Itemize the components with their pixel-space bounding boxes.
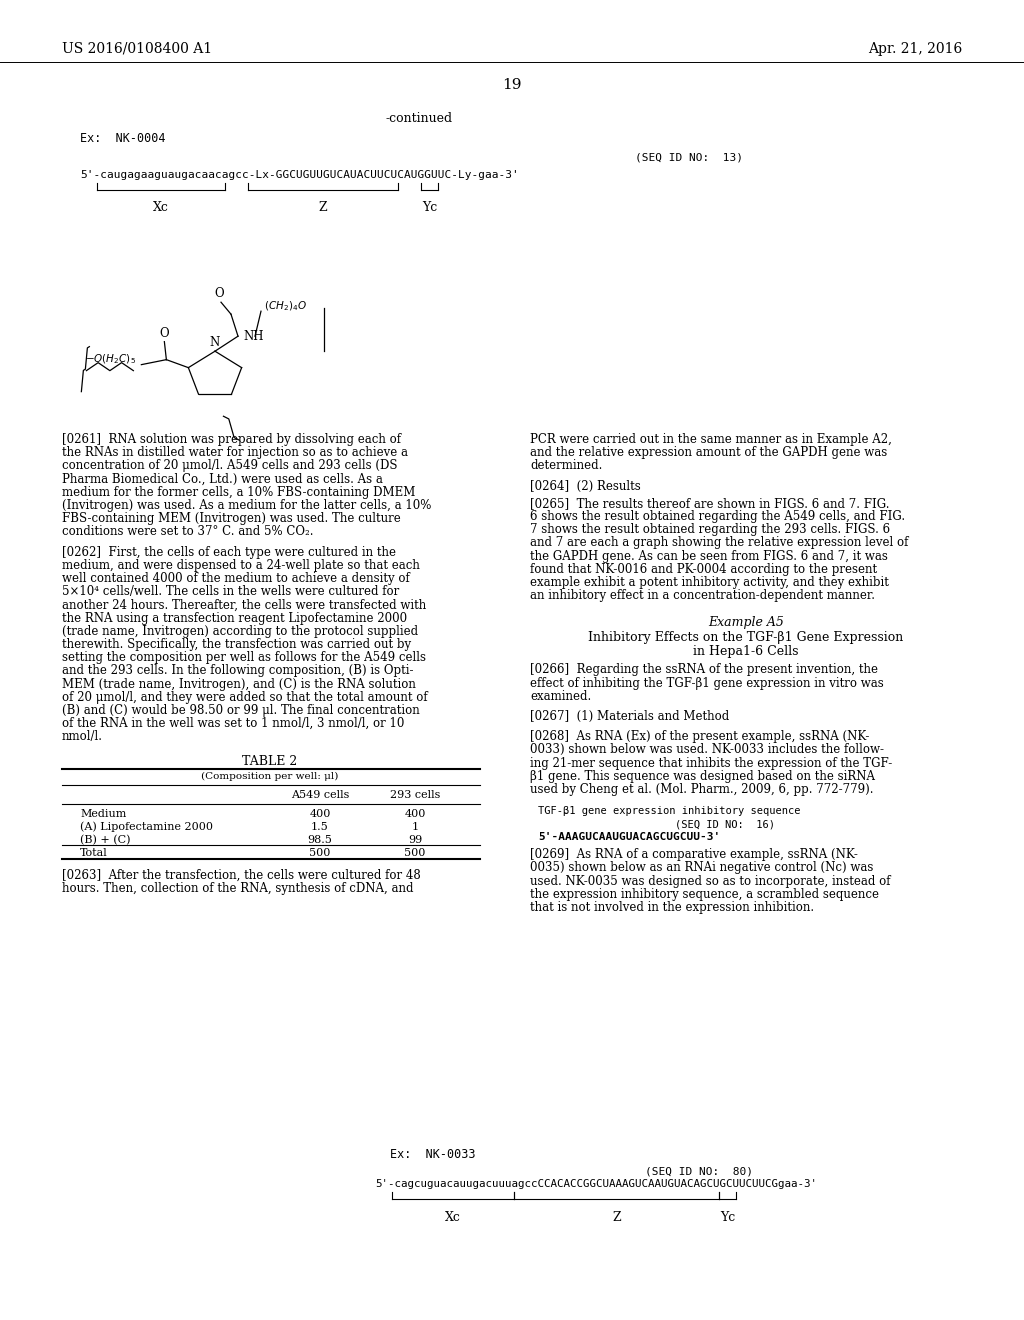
- Text: -continued: -continued: [385, 112, 453, 125]
- Text: 400: 400: [309, 809, 331, 818]
- Text: TGF-β1 gene expression inhibitory sequence: TGF-β1 gene expression inhibitory sequen…: [538, 807, 801, 816]
- Text: (Invitrogen) was used. As a medium for the latter cells, a 10%: (Invitrogen) was used. As a medium for t…: [62, 499, 431, 512]
- Text: $(CH_2)_4O$: $(CH_2)_4O$: [264, 300, 307, 313]
- Text: and the 293 cells. In the following composition, (B) is Opti-: and the 293 cells. In the following comp…: [62, 664, 414, 677]
- Text: 19: 19: [502, 78, 522, 92]
- Text: example exhibit a potent inhibitory activity, and they exhibit: example exhibit a potent inhibitory acti…: [530, 576, 889, 589]
- Text: 1: 1: [412, 821, 419, 832]
- Text: the RNA using a transfection reagent Lipofectamine 2000: the RNA using a transfection reagent Lip…: [62, 611, 408, 624]
- Text: 5'-cagcuguacauugacuuuagccCCACACCGGCUAAAGUCAAUGUACAGCUGCUUCUUCGgaa-3': 5'-cagcuguacauugacuuuagccCCACACCGGCUAAAG…: [375, 1179, 817, 1189]
- Text: Z: Z: [318, 201, 327, 214]
- Text: A549 cells: A549 cells: [291, 789, 349, 800]
- Text: [0268]  As RNA (Ex) of the present example, ssRNA (NK-: [0268] As RNA (Ex) of the present exampl…: [530, 730, 869, 743]
- Text: [0265]  The results thereof are shown in FIGS. 6 and 7. FIG.: [0265] The results thereof are shown in …: [530, 496, 890, 510]
- Text: 500: 500: [309, 847, 331, 858]
- Text: 0035) shown below as an RNAi negative control (Nc) was: 0035) shown below as an RNAi negative co…: [530, 862, 873, 874]
- Text: O: O: [160, 326, 169, 339]
- Text: Example A5: Example A5: [708, 616, 784, 630]
- Text: [0269]  As RNA of a comparative example, ssRNA (NK-: [0269] As RNA of a comparative example, …: [530, 849, 858, 861]
- Text: [0261]  RNA solution was prepared by dissolving each of: [0261] RNA solution was prepared by diss…: [62, 433, 401, 446]
- Text: 500: 500: [404, 847, 426, 858]
- Text: (B) and (C) would be 98.50 or 99 μl. The final concentration: (B) and (C) would be 98.50 or 99 μl. The…: [62, 704, 420, 717]
- Text: 5×10⁴ cells/well. The cells in the wells were cultured for: 5×10⁴ cells/well. The cells in the wells…: [62, 585, 399, 598]
- Text: 7 shows the result obtained regarding the 293 cells. FIGS. 6: 7 shows the result obtained regarding th…: [530, 523, 890, 536]
- Text: TABLE 2: TABLE 2: [243, 755, 298, 768]
- Text: 1.5: 1.5: [311, 821, 329, 832]
- Text: FBS-containing MEM (Invitrogen) was used. The culture: FBS-containing MEM (Invitrogen) was used…: [62, 512, 400, 525]
- Text: 400: 400: [404, 809, 426, 818]
- Text: 5'-AAAGUCAAUGUACAGCUGCUU-3': 5'-AAAGUCAAUGUACAGCUGCUU-3': [538, 832, 720, 842]
- Text: and 7 are each a graph showing the relative expression level of: and 7 are each a graph showing the relat…: [530, 536, 908, 549]
- Text: Total: Total: [80, 847, 108, 858]
- Text: Yc: Yc: [422, 201, 437, 214]
- Text: and the relative expression amount of the GAPDH gene was: and the relative expression amount of th…: [530, 446, 887, 459]
- Text: Ex:  NK-0004: Ex: NK-0004: [80, 132, 166, 145]
- Text: used. NK-0035 was designed so as to incorporate, instead of: used. NK-0035 was designed so as to inco…: [530, 875, 891, 887]
- Text: US 2016/0108400 A1: US 2016/0108400 A1: [62, 42, 212, 55]
- Text: Xc: Xc: [153, 201, 169, 214]
- Text: [0262]  First, the cells of each type were cultured in the: [0262] First, the cells of each type wer…: [62, 545, 396, 558]
- Text: of 20 μmol/l, and they were added so that the total amount of: of 20 μmol/l, and they were added so tha…: [62, 690, 428, 704]
- Text: Pharma Biomedical Co., Ltd.) were used as cells. As a: Pharma Biomedical Co., Ltd.) were used a…: [62, 473, 383, 486]
- Text: in Hepa1-6 Cells: in Hepa1-6 Cells: [693, 645, 799, 659]
- Text: 5'-caugagaaguaugacaacagcc-Lx-GGCUGUUGUCAUACUUCUCAUGGUUC-Ly-gaa-3': 5'-caugagaaguaugacaacagcc-Lx-GGCUGUUGUCA…: [80, 170, 519, 180]
- Text: (B) + (C): (B) + (C): [80, 834, 130, 845]
- Text: MEM (trade name, Invitrogen), and (C) is the RNA solution: MEM (trade name, Invitrogen), and (C) is…: [62, 677, 416, 690]
- Text: setting the composition per well as follows for the A549 cells: setting the composition per well as foll…: [62, 651, 426, 664]
- Text: [0263]  After the transfection, the cells were cultured for 48: [0263] After the transfection, the cells…: [62, 869, 421, 882]
- Text: effect of inhibiting the TGF-β1 gene expression in vitro was: effect of inhibiting the TGF-β1 gene exp…: [530, 677, 884, 689]
- Text: 6 shows the result obtained regarding the A549 cells, and FIG.: 6 shows the result obtained regarding th…: [530, 510, 905, 523]
- Text: Ex:  NK-0033: Ex: NK-0033: [390, 1148, 475, 1162]
- Text: 99: 99: [408, 834, 422, 845]
- Text: nmol/l.: nmol/l.: [62, 730, 103, 743]
- Text: 293 cells: 293 cells: [390, 789, 440, 800]
- Text: Apr. 21, 2016: Apr. 21, 2016: [867, 42, 962, 55]
- Text: $-O(H_2C)_5$: $-O(H_2C)_5$: [85, 352, 136, 367]
- Text: (A) Lipofectamine 2000: (A) Lipofectamine 2000: [80, 821, 213, 832]
- Text: Z: Z: [612, 1210, 621, 1224]
- Text: (SEQ ID NO:  13): (SEQ ID NO: 13): [635, 152, 743, 162]
- Text: the expression inhibitory sequence, a scrambled sequence: the expression inhibitory sequence, a sc…: [530, 888, 879, 900]
- Text: ing 21-mer sequence that inhibits the expression of the TGF-: ing 21-mer sequence that inhibits the ex…: [530, 756, 892, 770]
- Text: β1 gene. This sequence was designed based on the siRNA: β1 gene. This sequence was designed base…: [530, 770, 874, 783]
- Text: the RNAs in distilled water for injection so as to achieve a: the RNAs in distilled water for injectio…: [62, 446, 408, 459]
- Text: (trade name, Invitrogen) according to the protocol supplied: (trade name, Invitrogen) according to th…: [62, 624, 418, 638]
- Text: 98.5: 98.5: [307, 834, 333, 845]
- Text: therewith. Specifically, the transfection was carried out by: therewith. Specifically, the transfectio…: [62, 638, 411, 651]
- Text: medium for the former cells, a 10% FBS-containing DMEM: medium for the former cells, a 10% FBS-c…: [62, 486, 416, 499]
- Text: found that NK-0016 and PK-0004 according to the present: found that NK-0016 and PK-0004 according…: [530, 562, 878, 576]
- Text: (SEQ ID NO:  16): (SEQ ID NO: 16): [675, 820, 775, 829]
- Text: examined.: examined.: [530, 690, 591, 702]
- Text: PCR were carried out in the same manner as in Example A2,: PCR were carried out in the same manner …: [530, 433, 892, 446]
- Text: Medium: Medium: [80, 809, 126, 818]
- Text: [0264]  (2) Results: [0264] (2) Results: [530, 479, 641, 492]
- Text: medium, and were dispensed to a 24-well plate so that each: medium, and were dispensed to a 24-well …: [62, 558, 420, 572]
- Text: the GAPDH gene. As can be seen from FIGS. 6 and 7, it was: the GAPDH gene. As can be seen from FIGS…: [530, 549, 888, 562]
- Text: concentration of 20 μmol/l. A549 cells and 293 cells (DS: concentration of 20 μmol/l. A549 cells a…: [62, 459, 397, 473]
- Text: another 24 hours. Thereafter, the cells were transfected with: another 24 hours. Thereafter, the cells …: [62, 598, 426, 611]
- Text: an inhibitory effect in a concentration-dependent manner.: an inhibitory effect in a concentration-…: [530, 589, 874, 602]
- Text: [0266]  Regarding the ssRNA of the present invention, the: [0266] Regarding the ssRNA of the presen…: [530, 664, 878, 676]
- Text: [0267]  (1) Materials and Method: [0267] (1) Materials and Method: [530, 710, 729, 723]
- Text: conditions were set to 37° C. and 5% CO₂.: conditions were set to 37° C. and 5% CO₂…: [62, 525, 313, 539]
- Text: of the RNA in the well was set to 1 nmol/l, 3 nmol/l, or 10: of the RNA in the well was set to 1 nmol…: [62, 717, 404, 730]
- Text: Xc: Xc: [444, 1210, 461, 1224]
- Text: NH: NH: [243, 330, 263, 343]
- Text: Inhibitory Effects on the TGF-β1 Gene Expression: Inhibitory Effects on the TGF-β1 Gene Ex…: [589, 631, 903, 644]
- Text: hours. Then, collection of the RNA, synthesis of cDNA, and: hours. Then, collection of the RNA, synt…: [62, 882, 414, 895]
- Text: used by Cheng et al. (Mol. Pharm., 2009, 6, pp. 772-779).: used by Cheng et al. (Mol. Pharm., 2009,…: [530, 783, 873, 796]
- Text: well contained 4000 of the medium to achieve a density of: well contained 4000 of the medium to ach…: [62, 572, 410, 585]
- Text: O: O: [214, 288, 224, 300]
- Text: 0033) shown below was used. NK-0033 includes the follow-: 0033) shown below was used. NK-0033 incl…: [530, 743, 884, 756]
- Text: (SEQ ID NO:  80): (SEQ ID NO: 80): [645, 1166, 753, 1176]
- Text: determined.: determined.: [530, 459, 602, 473]
- Text: N: N: [210, 337, 220, 350]
- Text: (Composition per well: μl): (Composition per well: μl): [202, 772, 339, 780]
- Text: Yc: Yc: [720, 1210, 735, 1224]
- Text: that is not involved in the expression inhibition.: that is not involved in the expression i…: [530, 902, 814, 913]
